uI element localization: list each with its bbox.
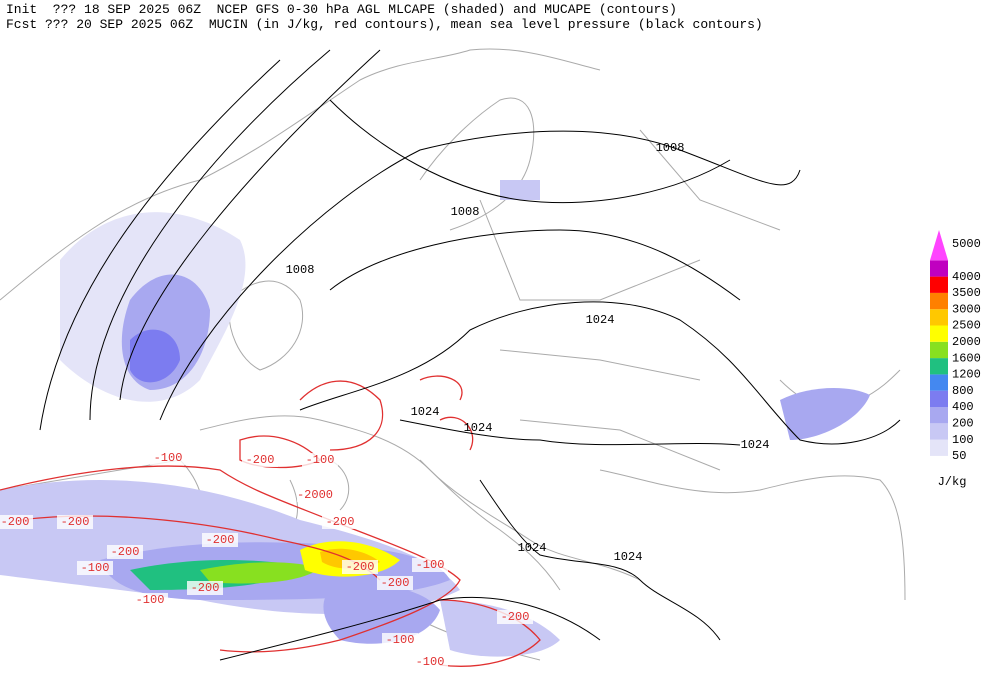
header-fcst: Fcst ??? 20 SEP 2025 06Z MUCIN (in J/kg,… bbox=[6, 17, 763, 32]
legend-swatch bbox=[930, 374, 948, 391]
header-init: Init ??? 18 SEP 2025 06Z NCEP GFS 0-30 h… bbox=[6, 2, 677, 17]
isobars bbox=[39, 49, 901, 661]
cin-label: -200 bbox=[346, 560, 375, 574]
cin-label: -100 bbox=[136, 593, 165, 607]
legend-label: 50 bbox=[952, 449, 966, 463]
isobar-label: 1024 bbox=[411, 405, 440, 419]
cin-label: -100 bbox=[386, 633, 415, 647]
legend-label: 800 bbox=[952, 384, 974, 398]
cin-label: -200 bbox=[246, 453, 275, 467]
cin-label-bg bbox=[322, 515, 358, 529]
cin-label-bg bbox=[0, 515, 33, 529]
legend-swatch bbox=[930, 390, 948, 407]
cin-label: -200 bbox=[111, 545, 140, 559]
isobar-labels: 1008 1008 1008 1024 1024 1024 1024 1024 1024 bbox=[286, 141, 770, 564]
legend-arrow bbox=[930, 230, 948, 261]
cin-label: -200 bbox=[206, 533, 235, 547]
cin-label-bg bbox=[202, 533, 238, 547]
isobar-label: 1008 bbox=[451, 205, 480, 219]
cin-label-bg bbox=[382, 633, 418, 647]
legend-swatch bbox=[930, 358, 948, 375]
cin-label: -100 bbox=[306, 453, 335, 467]
cin-label-bg bbox=[57, 515, 93, 529]
cin-label-bg bbox=[377, 576, 413, 590]
cin-label-bg bbox=[302, 453, 338, 467]
cin-label-bg bbox=[412, 655, 448, 669]
legend-label: 100 bbox=[952, 433, 974, 447]
cin-label-bg bbox=[107, 545, 143, 559]
legend-label: 2500 bbox=[952, 319, 981, 333]
cin-label-bg bbox=[342, 560, 378, 574]
legend-swatch bbox=[930, 309, 948, 326]
legend-swatch bbox=[930, 292, 948, 310]
legend-label: 3500 bbox=[952, 286, 981, 300]
isobar-label: 1024 bbox=[518, 541, 547, 555]
isobar-label: 1008 bbox=[656, 141, 685, 155]
legend: 50 100 200 400 800 1200 1600 2000 2500 3000 3500 40… bbox=[930, 230, 981, 463]
legend-swatch bbox=[930, 260, 948, 277]
legend-label: 1200 bbox=[952, 368, 981, 382]
cin-label-bg bbox=[187, 581, 223, 595]
cin-label: -100 bbox=[416, 655, 445, 669]
cin-label-bg bbox=[297, 488, 333, 502]
cin-label-bg bbox=[77, 561, 113, 575]
cin-label: -100 bbox=[81, 561, 110, 575]
legend-label: 3000 bbox=[952, 302, 981, 316]
legend-label: 4000 bbox=[952, 270, 981, 284]
isobar-label: 1024 bbox=[586, 313, 615, 327]
legend-swatch bbox=[930, 423, 948, 440]
legend-label: 1600 bbox=[952, 351, 981, 365]
cin-label-bg bbox=[150, 451, 186, 465]
legend-label: 400 bbox=[952, 400, 974, 414]
legend-label: 5000 bbox=[952, 237, 981, 251]
legend-swatch bbox=[930, 439, 948, 456]
legend-label: 200 bbox=[952, 416, 974, 430]
legend-swatch bbox=[930, 407, 948, 424]
cin-label: -200 bbox=[381, 576, 410, 590]
cin-label: -200 bbox=[61, 515, 90, 529]
cin-label-bg bbox=[242, 453, 278, 467]
cin-label-bg bbox=[132, 593, 168, 607]
isobar-label: 1024 bbox=[614, 550, 643, 564]
cin-label: -2000 bbox=[297, 488, 333, 502]
cin-labels: -100-200 -200-200-200-2000-200-100-200-10… bbox=[0, 451, 533, 669]
cin-label: -100 bbox=[416, 558, 445, 572]
isobar-label: 1024 bbox=[741, 438, 770, 452]
legend-swatch bbox=[930, 276, 948, 293]
legend-unit: J/kg bbox=[938, 475, 967, 489]
cin-label: -200 bbox=[191, 581, 220, 595]
isobar-label: 1008 bbox=[286, 263, 315, 277]
cin-label-bg bbox=[497, 610, 533, 624]
cin-label: -100 bbox=[154, 451, 183, 465]
legend-swatch bbox=[930, 325, 948, 342]
legend-swatch bbox=[930, 341, 948, 359]
legend-label: 2000 bbox=[952, 335, 981, 349]
cin-label: -200 bbox=[1, 515, 30, 529]
cin-label: -200 bbox=[501, 610, 530, 624]
cin-label: -200 bbox=[326, 515, 355, 529]
isobar-label: 1024 bbox=[464, 421, 493, 435]
cin-label-bg bbox=[412, 558, 448, 572]
